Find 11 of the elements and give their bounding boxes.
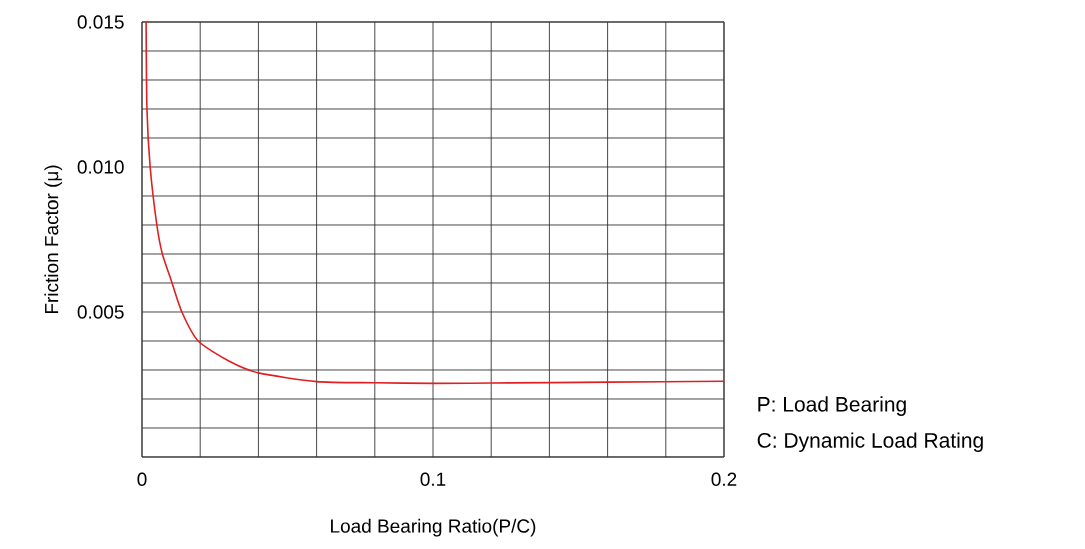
text: P: Load Bearing — [758, 396, 906, 416]
x-tick-label: 0.2 — [711, 472, 737, 486]
y-tick-label: 0.010 — [77, 160, 124, 174]
x-axis-title: Load Bearing Ratio(P/C) — [331, 518, 536, 537]
text: C: Dynamic Load Rating — [757, 432, 983, 452]
x-tick-label: 0 — [137, 472, 147, 486]
x-tick-label: 0.1 — [420, 472, 446, 486]
line-series — [145, 21, 725, 385]
y-axis-title: Friction Factor (μ) — [44, 165, 63, 314]
y-tick-label: 0.005 — [77, 305, 124, 319]
y-tick-label: 0.015 — [77, 15, 124, 29]
